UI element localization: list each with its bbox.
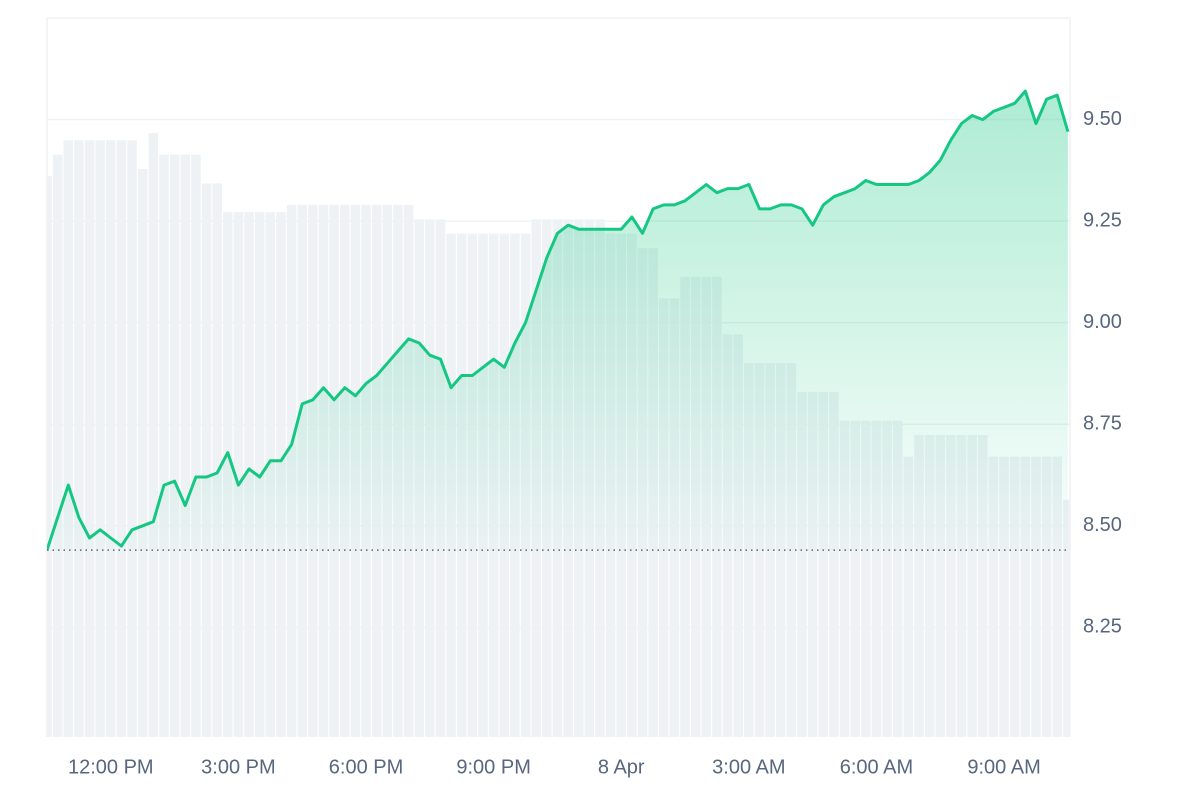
price-line	[47, 89, 1070, 551]
volume-bar	[1063, 499, 1070, 737]
x-tick-label: 6:00 AM	[840, 756, 913, 778]
volume-bar	[988, 456, 999, 737]
volume-bar	[137, 168, 148, 737]
y-tick-label: 9.00	[1083, 311, 1122, 333]
above-group	[47, 89, 1070, 551]
volume-bar	[180, 154, 191, 737]
volume-bar	[882, 420, 892, 737]
volume-bar	[935, 435, 946, 737]
volume-bar	[914, 435, 924, 737]
volume-bar	[52, 154, 63, 737]
volume-bar	[892, 420, 903, 737]
volume-bar	[999, 456, 1009, 737]
volume-bar	[148, 133, 159, 737]
y-tick-label: 8.75	[1083, 412, 1122, 434]
volume-bar	[850, 420, 860, 737]
volume-bar	[956, 435, 967, 737]
volume-bar	[116, 140, 127, 737]
volume-bar	[74, 140, 84, 737]
y-tick-label: 8.25	[1083, 616, 1122, 638]
volume-bar	[871, 420, 882, 737]
volume-bar	[946, 435, 956, 737]
volume-bar	[212, 183, 222, 737]
volume-bar	[169, 154, 180, 737]
volume-bar	[233, 212, 244, 737]
x-tick-label: 8 Apr	[598, 756, 645, 778]
volume-bar	[84, 140, 95, 737]
volume-bar	[95, 140, 105, 737]
volume-bar	[1020, 456, 1031, 737]
volume-bar	[106, 140, 116, 737]
volume-bar	[818, 391, 829, 737]
x-tick-label: 9:00 AM	[967, 756, 1040, 778]
x-tick-label: 6:00 PM	[329, 756, 403, 778]
volume-bar	[63, 140, 74, 737]
volume-bar	[807, 391, 818, 737]
volume-bar	[967, 435, 977, 737]
volume-bar	[159, 154, 169, 737]
x-tick-label: 3:00 PM	[201, 756, 275, 778]
volume-bar	[1009, 456, 1020, 737]
volume-bar	[191, 154, 201, 737]
x-tick-label: 12:00 PM	[68, 756, 154, 778]
volume-bar	[797, 391, 807, 737]
volume-bar	[1041, 456, 1052, 737]
volume-bar	[829, 391, 839, 737]
y-tick-label: 8.50	[1083, 514, 1122, 536]
volume-bar	[201, 183, 212, 737]
volume-bar	[1052, 456, 1063, 737]
volume-bar	[903, 456, 914, 737]
y-tick-label: 9.25	[1083, 209, 1122, 231]
volume-bar	[839, 420, 850, 737]
volume-bar	[127, 140, 137, 737]
x-tick-label: 3:00 AM	[712, 756, 785, 778]
volume-bar	[861, 420, 871, 737]
plot-area	[47, 89, 1070, 737]
volume-bar	[978, 435, 988, 737]
price-area	[47, 91, 1068, 551]
volume-bar	[1031, 456, 1041, 737]
y-tick-label: 9.50	[1083, 108, 1122, 130]
volume-bar	[47, 176, 52, 737]
x-tick-label: 9:00 PM	[456, 756, 530, 778]
volume-bar	[924, 435, 935, 737]
